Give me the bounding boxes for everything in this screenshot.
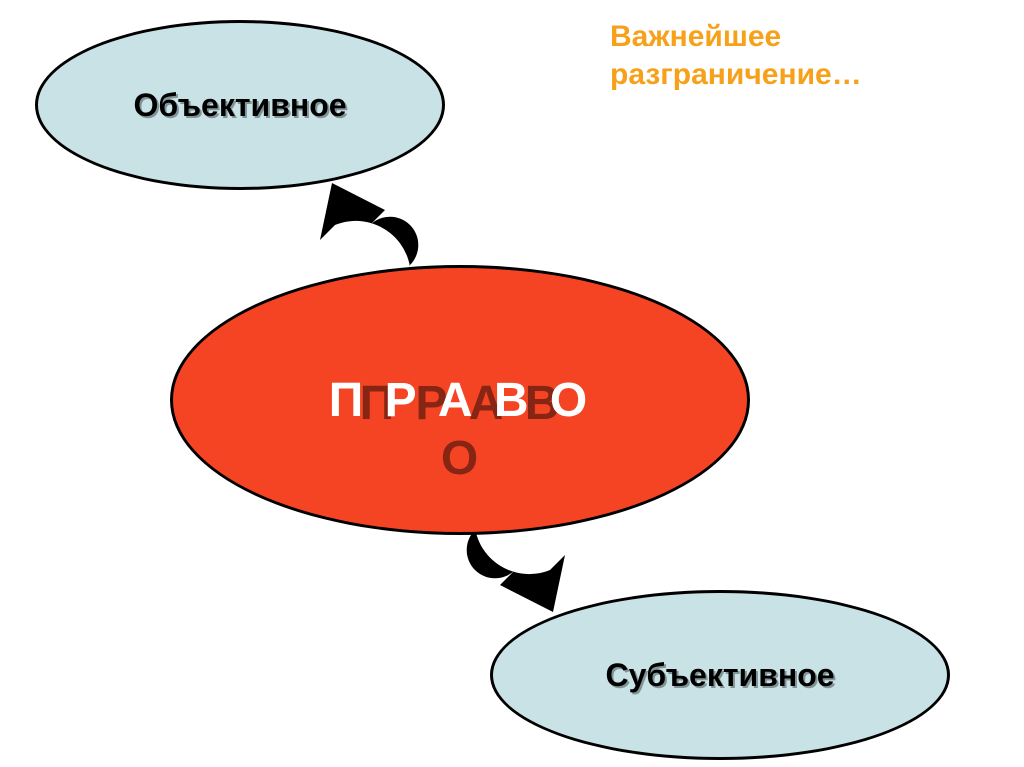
node-top-label: Объективное Объективное — [133, 87, 346, 124]
header-line1: Важнейшее — [610, 20, 781, 53]
header-line2: разграничение… — [610, 58, 862, 91]
node-top: Объективное Объективное — [35, 20, 445, 190]
header-text: Важнейшее разграничение… — [610, 18, 862, 93]
diagram-stage: Важнейшее разграничение… Объективное Объ… — [0, 0, 1024, 767]
node-center: П Р А В О П Р А В О — [170, 265, 750, 535]
node-center-label: П Р А В О П Р А В О — [329, 373, 592, 428]
node-bottom-label: Субъективное Субъективное — [605, 657, 834, 694]
node-bottom: Субъективное Субъективное — [490, 590, 950, 760]
